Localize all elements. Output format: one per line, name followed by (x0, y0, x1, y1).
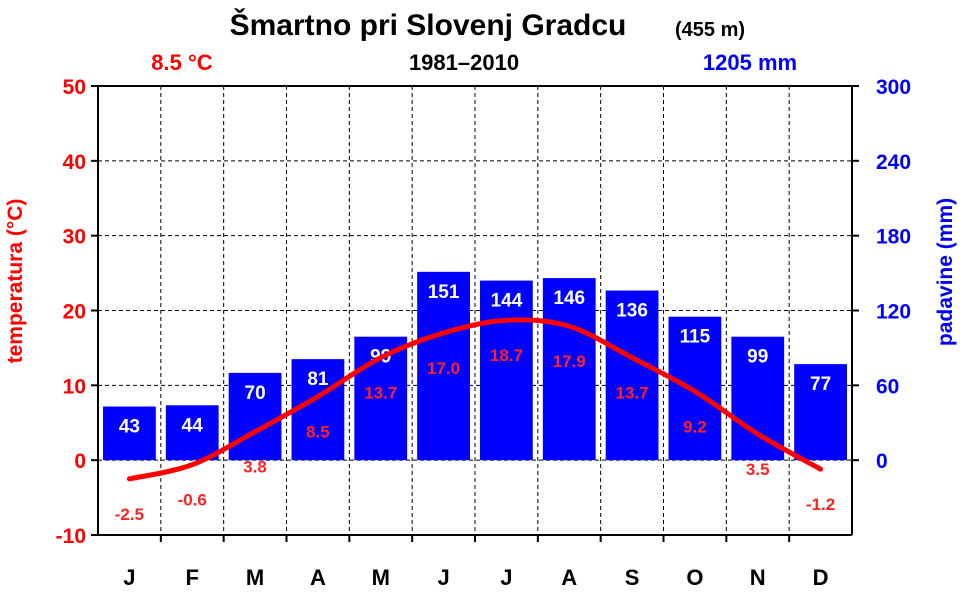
left-tick-label: 0 (74, 450, 86, 473)
precipitation-value-label: 136 (616, 301, 648, 322)
right-tick-label: 180 (876, 226, 911, 249)
left-tick-label: 40 (63, 151, 86, 174)
temperature-value-label: -1.2 (806, 495, 835, 514)
temperature-value-label: 17.9 (553, 352, 586, 371)
precipitation-value-label: 77 (810, 374, 831, 395)
precipitation-bar (731, 336, 785, 461)
month-label: S (625, 565, 640, 590)
temperature-value-label: 8.5 (306, 423, 330, 442)
plot-grid (98, 86, 852, 535)
month-label: M (246, 565, 264, 590)
month-label: J (437, 565, 449, 590)
temperature-curve (126, 317, 824, 482)
precipitation-bar (480, 280, 533, 461)
precipitation-bar (228, 372, 282, 461)
period-label: 1981–2010 (409, 50, 519, 75)
temperature-line: -2.5 -0.6 3.8 8.5 13.7 17.0 18.7 17.9 13.7 9.2 3.5… (115, 317, 835, 524)
right-tick-label: 120 (876, 301, 911, 324)
precipitation-bar (794, 364, 847, 461)
precipitation-bar (103, 406, 156, 461)
left-tick-label: 10 (63, 375, 86, 398)
precipitation-value-label: 146 (553, 288, 585, 309)
temperature-value-label: 9.2 (683, 417, 707, 436)
precipitation-bar (605, 290, 659, 461)
annual-temperature: 8.5 °C (151, 50, 212, 75)
precipitation-value-label: 115 (680, 327, 711, 348)
month-label: O (686, 565, 703, 590)
right-axis-label: padavine (mm) (934, 198, 957, 346)
annual-precipitation: 1205 mm (703, 50, 797, 75)
precipitation-bar (417, 271, 470, 461)
right-axis: 300 240 180 120 60 0 (852, 76, 911, 473)
elevation-label: (455 m) (675, 19, 745, 41)
temperature-value-label: 3.5 (746, 460, 770, 479)
temperature-value-label: -2.5 (115, 505, 144, 524)
left-axis: 50 40 30 20 10 0 -10 (56, 76, 98, 548)
temperature-value-label: 17.0 (427, 359, 460, 378)
left-tick-label: 20 (63, 301, 86, 324)
month-label: N (750, 565, 766, 590)
month-label: F (186, 565, 199, 590)
precipitation-value-label: 151 (428, 282, 460, 303)
temperature-value-label: -0.6 (178, 491, 207, 510)
right-tick-label: 240 (876, 151, 911, 174)
precipitation-value-label: 144 (491, 291, 523, 312)
chart-title: Šmartno pri Slovenj Gradcu (230, 8, 627, 42)
precipitation-value-label: 43 (119, 417, 140, 438)
left-tick-label: -10 (56, 525, 86, 548)
left-axis-label: temperatura (°C) (4, 199, 27, 364)
month-label: J (123, 565, 135, 590)
right-tick-label: 300 (876, 76, 911, 99)
precipitation-bar (165, 405, 219, 461)
precipitation-value-label: 81 (307, 369, 329, 390)
month-label: A (561, 565, 577, 590)
month-label: J (500, 565, 512, 590)
temperature-value-label: 18.7 (490, 346, 523, 365)
precipitation-bar (542, 278, 596, 461)
precipitation-bar (291, 359, 345, 461)
temperature-value-label: 13.7 (364, 384, 397, 403)
precipitation-value-label: 70 (245, 383, 266, 404)
precipitation-value-label: 99 (747, 347, 768, 368)
right-tick-label: 60 (876, 375, 899, 398)
month-label: D (813, 565, 829, 590)
temperature-value-label: 3.8 (243, 458, 267, 477)
temperature-value-label: 13.7 (616, 384, 649, 403)
precipitation-value-label: 44 (182, 415, 204, 436)
left-tick-label: 30 (63, 226, 86, 249)
left-tick-label: 50 (63, 76, 86, 99)
month-label: M (372, 565, 390, 590)
right-tick-label: 0 (876, 450, 888, 473)
month-label: A (310, 565, 326, 590)
